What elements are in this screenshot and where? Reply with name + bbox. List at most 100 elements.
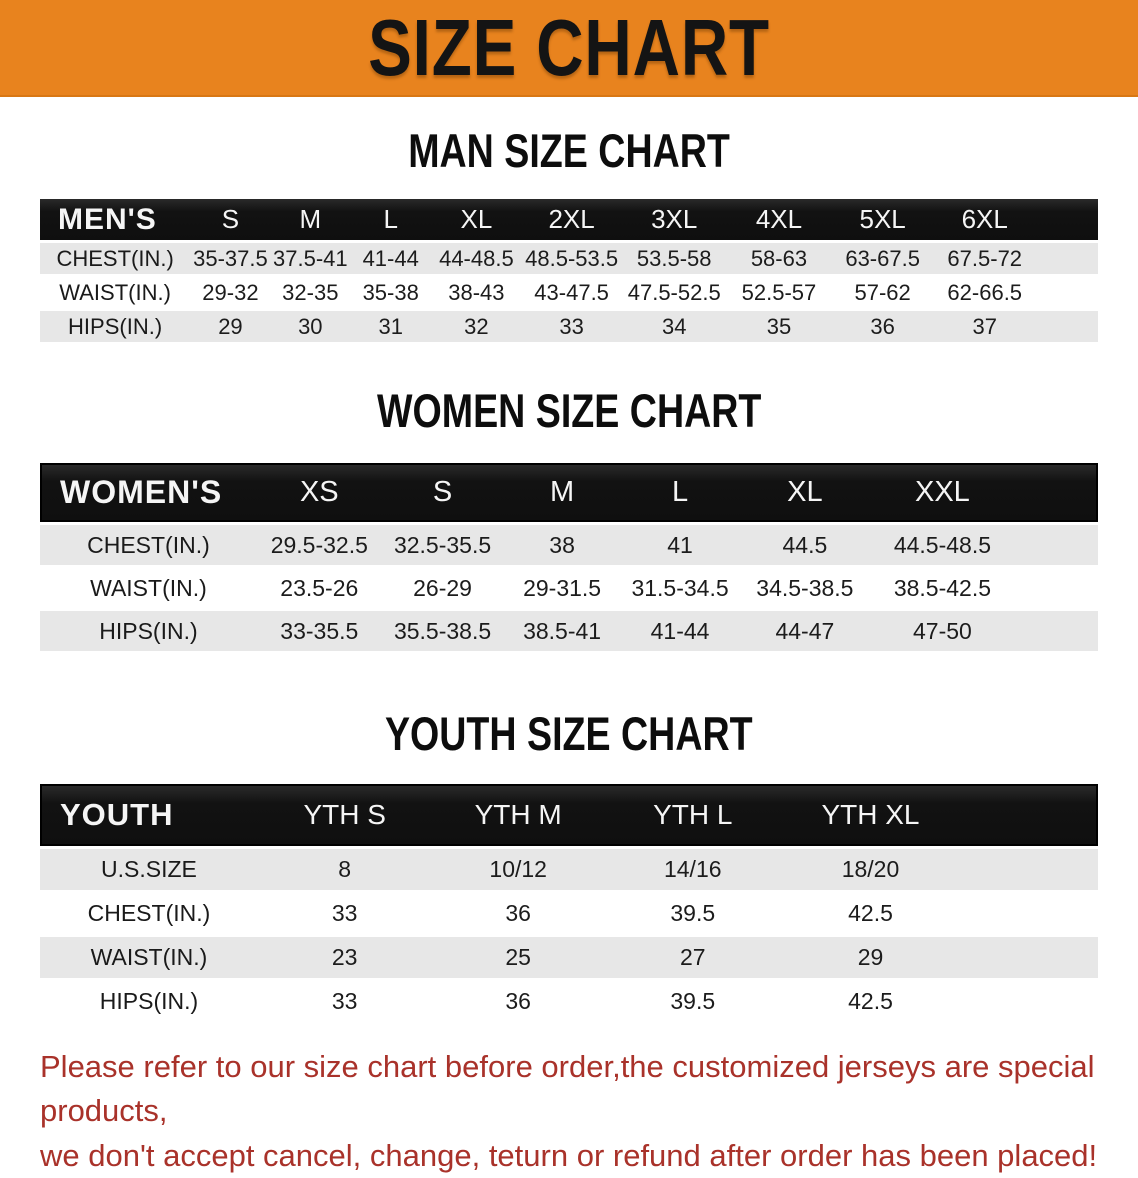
men-chest-value: 63-67.5 bbox=[831, 243, 934, 274]
women-section: WOMEN SIZE CHART WOMEN'S XS S M L XL XXL bbox=[0, 387, 1138, 654]
women-waist-value: 34.5-38.5 bbox=[739, 568, 871, 608]
women-size-header: XXL bbox=[870, 463, 1015, 522]
youth-section-heading-text: YOUTH SIZE CHART bbox=[385, 707, 753, 760]
women-hips-value: 47-50 bbox=[870, 611, 1015, 651]
women-hips-value: 35.5-38.5 bbox=[381, 611, 504, 651]
men-waist-value: 29-32 bbox=[190, 277, 271, 308]
men-chest-value: 41-44 bbox=[349, 243, 432, 274]
women-hips-value: 44-47 bbox=[739, 611, 871, 651]
women-chest-value: 32.5-35.5 bbox=[381, 525, 504, 565]
spacer-cell bbox=[960, 784, 1098, 846]
women-waist-value: 26-29 bbox=[381, 568, 504, 608]
youth-section: YOUTH SIZE CHART YOUTH YTH S YTH M YTH L… bbox=[0, 710, 1138, 1025]
spacer-cell bbox=[1035, 199, 1098, 240]
women-size-header: XS bbox=[256, 463, 382, 522]
spacer-cell bbox=[1014, 525, 1098, 565]
women-waist-value: 29-31.5 bbox=[503, 568, 621, 608]
youth-waist-value: 27 bbox=[604, 937, 781, 978]
youth-waist-value: 25 bbox=[431, 937, 605, 978]
men-section-heading: MAN SIZE CHART bbox=[0, 127, 1138, 174]
row-label: CHEST(IN.) bbox=[40, 243, 191, 274]
banner: SIZE CHART bbox=[0, 0, 1138, 97]
men-hips-value: 36 bbox=[831, 311, 934, 342]
men-waist-value: 43-47.5 bbox=[521, 277, 622, 308]
row-label: HIPS(IN.) bbox=[40, 611, 257, 651]
youth-waist-value: 29 bbox=[780, 937, 961, 978]
men-size-header: 3XL bbox=[621, 199, 727, 240]
women-chest-value: 44.5 bbox=[739, 525, 871, 565]
women-waist-row: WAIST(IN.) 23.5-26 26-29 29-31.5 31.5-34… bbox=[40, 568, 1098, 608]
men-chest-value: 67.5-72 bbox=[933, 243, 1036, 274]
youth-hips-value: 36 bbox=[431, 981, 605, 1022]
women-size-table: WOMEN'S XS S M L XL XXL CHEST(IN.) 29.5-… bbox=[40, 460, 1098, 654]
women-hips-value: 41-44 bbox=[620, 611, 740, 651]
women-size-header: M bbox=[503, 463, 621, 522]
men-waist-value: 32-35 bbox=[270, 277, 350, 308]
women-chest-value: 41 bbox=[620, 525, 740, 565]
spacer-cell bbox=[1014, 463, 1098, 522]
youth-chest-value: 36 bbox=[431, 893, 605, 934]
men-size-header: M bbox=[270, 199, 350, 240]
disclaimer-line-2: we don't accept cancel, change, teturn o… bbox=[40, 1137, 1098, 1173]
youth-header-row: YOUTH YTH S YTH M YTH L YTH XL bbox=[40, 784, 1098, 846]
spacer-cell bbox=[960, 849, 1098, 890]
men-waist-value: 47.5-52.5 bbox=[621, 277, 727, 308]
women-hips-value: 38.5-41 bbox=[503, 611, 621, 651]
youth-ussize-row: U.S.SIZE 8 10/12 14/16 18/20 bbox=[40, 849, 1098, 890]
men-waist-value: 52.5-57 bbox=[726, 277, 832, 308]
men-waist-value: 57-62 bbox=[831, 277, 934, 308]
men-chest-value: 58-63 bbox=[726, 243, 832, 274]
men-chest-value: 48.5-53.5 bbox=[521, 243, 622, 274]
men-waist-value: 62-66.5 bbox=[933, 277, 1036, 308]
men-section: MAN SIZE CHART MEN'S S M L XL 2XL 3XL 4X… bbox=[0, 127, 1138, 345]
youth-ussize-value: 8 bbox=[257, 849, 432, 890]
men-waist-row: WAIST(IN.) 29-32 32-35 35-38 38-43 43-47… bbox=[40, 277, 1098, 308]
men-chest-row: CHEST(IN.) 35-37.5 37.5-41 41-44 44-48.5… bbox=[40, 243, 1098, 274]
men-size-header: XL bbox=[431, 199, 522, 240]
youth-size-table: YOUTH YTH S YTH M YTH L YTH XL U.S.SIZE … bbox=[40, 781, 1098, 1025]
men-size-header: 5XL bbox=[831, 199, 934, 240]
youth-chest-value: 39.5 bbox=[604, 893, 781, 934]
row-label: HIPS(IN.) bbox=[40, 311, 191, 342]
men-hips-value: 33 bbox=[521, 311, 622, 342]
men-waist-value: 35-38 bbox=[349, 277, 432, 308]
youth-waist-value: 23 bbox=[257, 937, 432, 978]
women-size-header: S bbox=[381, 463, 504, 522]
youth-size-header: YTH M bbox=[431, 784, 605, 846]
youth-section-heading: YOUTH SIZE CHART bbox=[0, 710, 1138, 757]
men-size-header: 6XL bbox=[933, 199, 1036, 240]
men-hips-value: 31 bbox=[349, 311, 432, 342]
women-waist-value: 38.5-42.5 bbox=[870, 568, 1015, 608]
spacer-cell bbox=[1014, 568, 1098, 608]
row-label: WAIST(IN.) bbox=[40, 277, 191, 308]
spacer-cell bbox=[960, 893, 1098, 934]
women-size-header: XL bbox=[739, 463, 871, 522]
women-section-heading-text: WOMEN SIZE CHART bbox=[376, 384, 762, 437]
women-header-row: WOMEN'S XS S M L XL XXL bbox=[40, 463, 1098, 522]
youth-size-header: YTH L bbox=[604, 784, 781, 846]
disclaimer-line-1: Please refer to our size chart before or… bbox=[40, 1049, 1095, 1129]
men-hips-row: HIPS(IN.) 29 30 31 32 33 34 35 36 37 bbox=[40, 311, 1098, 342]
spacer-cell bbox=[960, 981, 1098, 1022]
men-header-row: MEN'S S M L XL 2XL 3XL 4XL 5XL 6XL bbox=[40, 199, 1098, 240]
youth-category-label: YOUTH bbox=[40, 784, 258, 846]
men-size-header: S bbox=[190, 199, 271, 240]
men-chest-value: 53.5-58 bbox=[621, 243, 727, 274]
men-hips-value: 32 bbox=[431, 311, 522, 342]
men-chest-value: 35-37.5 bbox=[190, 243, 271, 274]
row-label: CHEST(IN.) bbox=[40, 893, 258, 934]
men-size-header: 2XL bbox=[521, 199, 622, 240]
men-hips-value: 34 bbox=[621, 311, 727, 342]
youth-waist-row: WAIST(IN.) 23 25 27 29 bbox=[40, 937, 1098, 978]
row-label: CHEST(IN.) bbox=[40, 525, 257, 565]
women-chest-value: 29.5-32.5 bbox=[256, 525, 382, 565]
men-chest-value: 37.5-41 bbox=[270, 243, 350, 274]
youth-chest-value: 33 bbox=[257, 893, 432, 934]
row-label: HIPS(IN.) bbox=[40, 981, 258, 1022]
spacer-cell bbox=[960, 937, 1098, 978]
men-section-heading-text: MAN SIZE CHART bbox=[408, 124, 730, 177]
men-chest-value: 44-48.5 bbox=[431, 243, 522, 274]
women-hips-row: HIPS(IN.) 33-35.5 35.5-38.5 38.5-41 41-4… bbox=[40, 611, 1098, 651]
men-hips-value: 35 bbox=[726, 311, 832, 342]
